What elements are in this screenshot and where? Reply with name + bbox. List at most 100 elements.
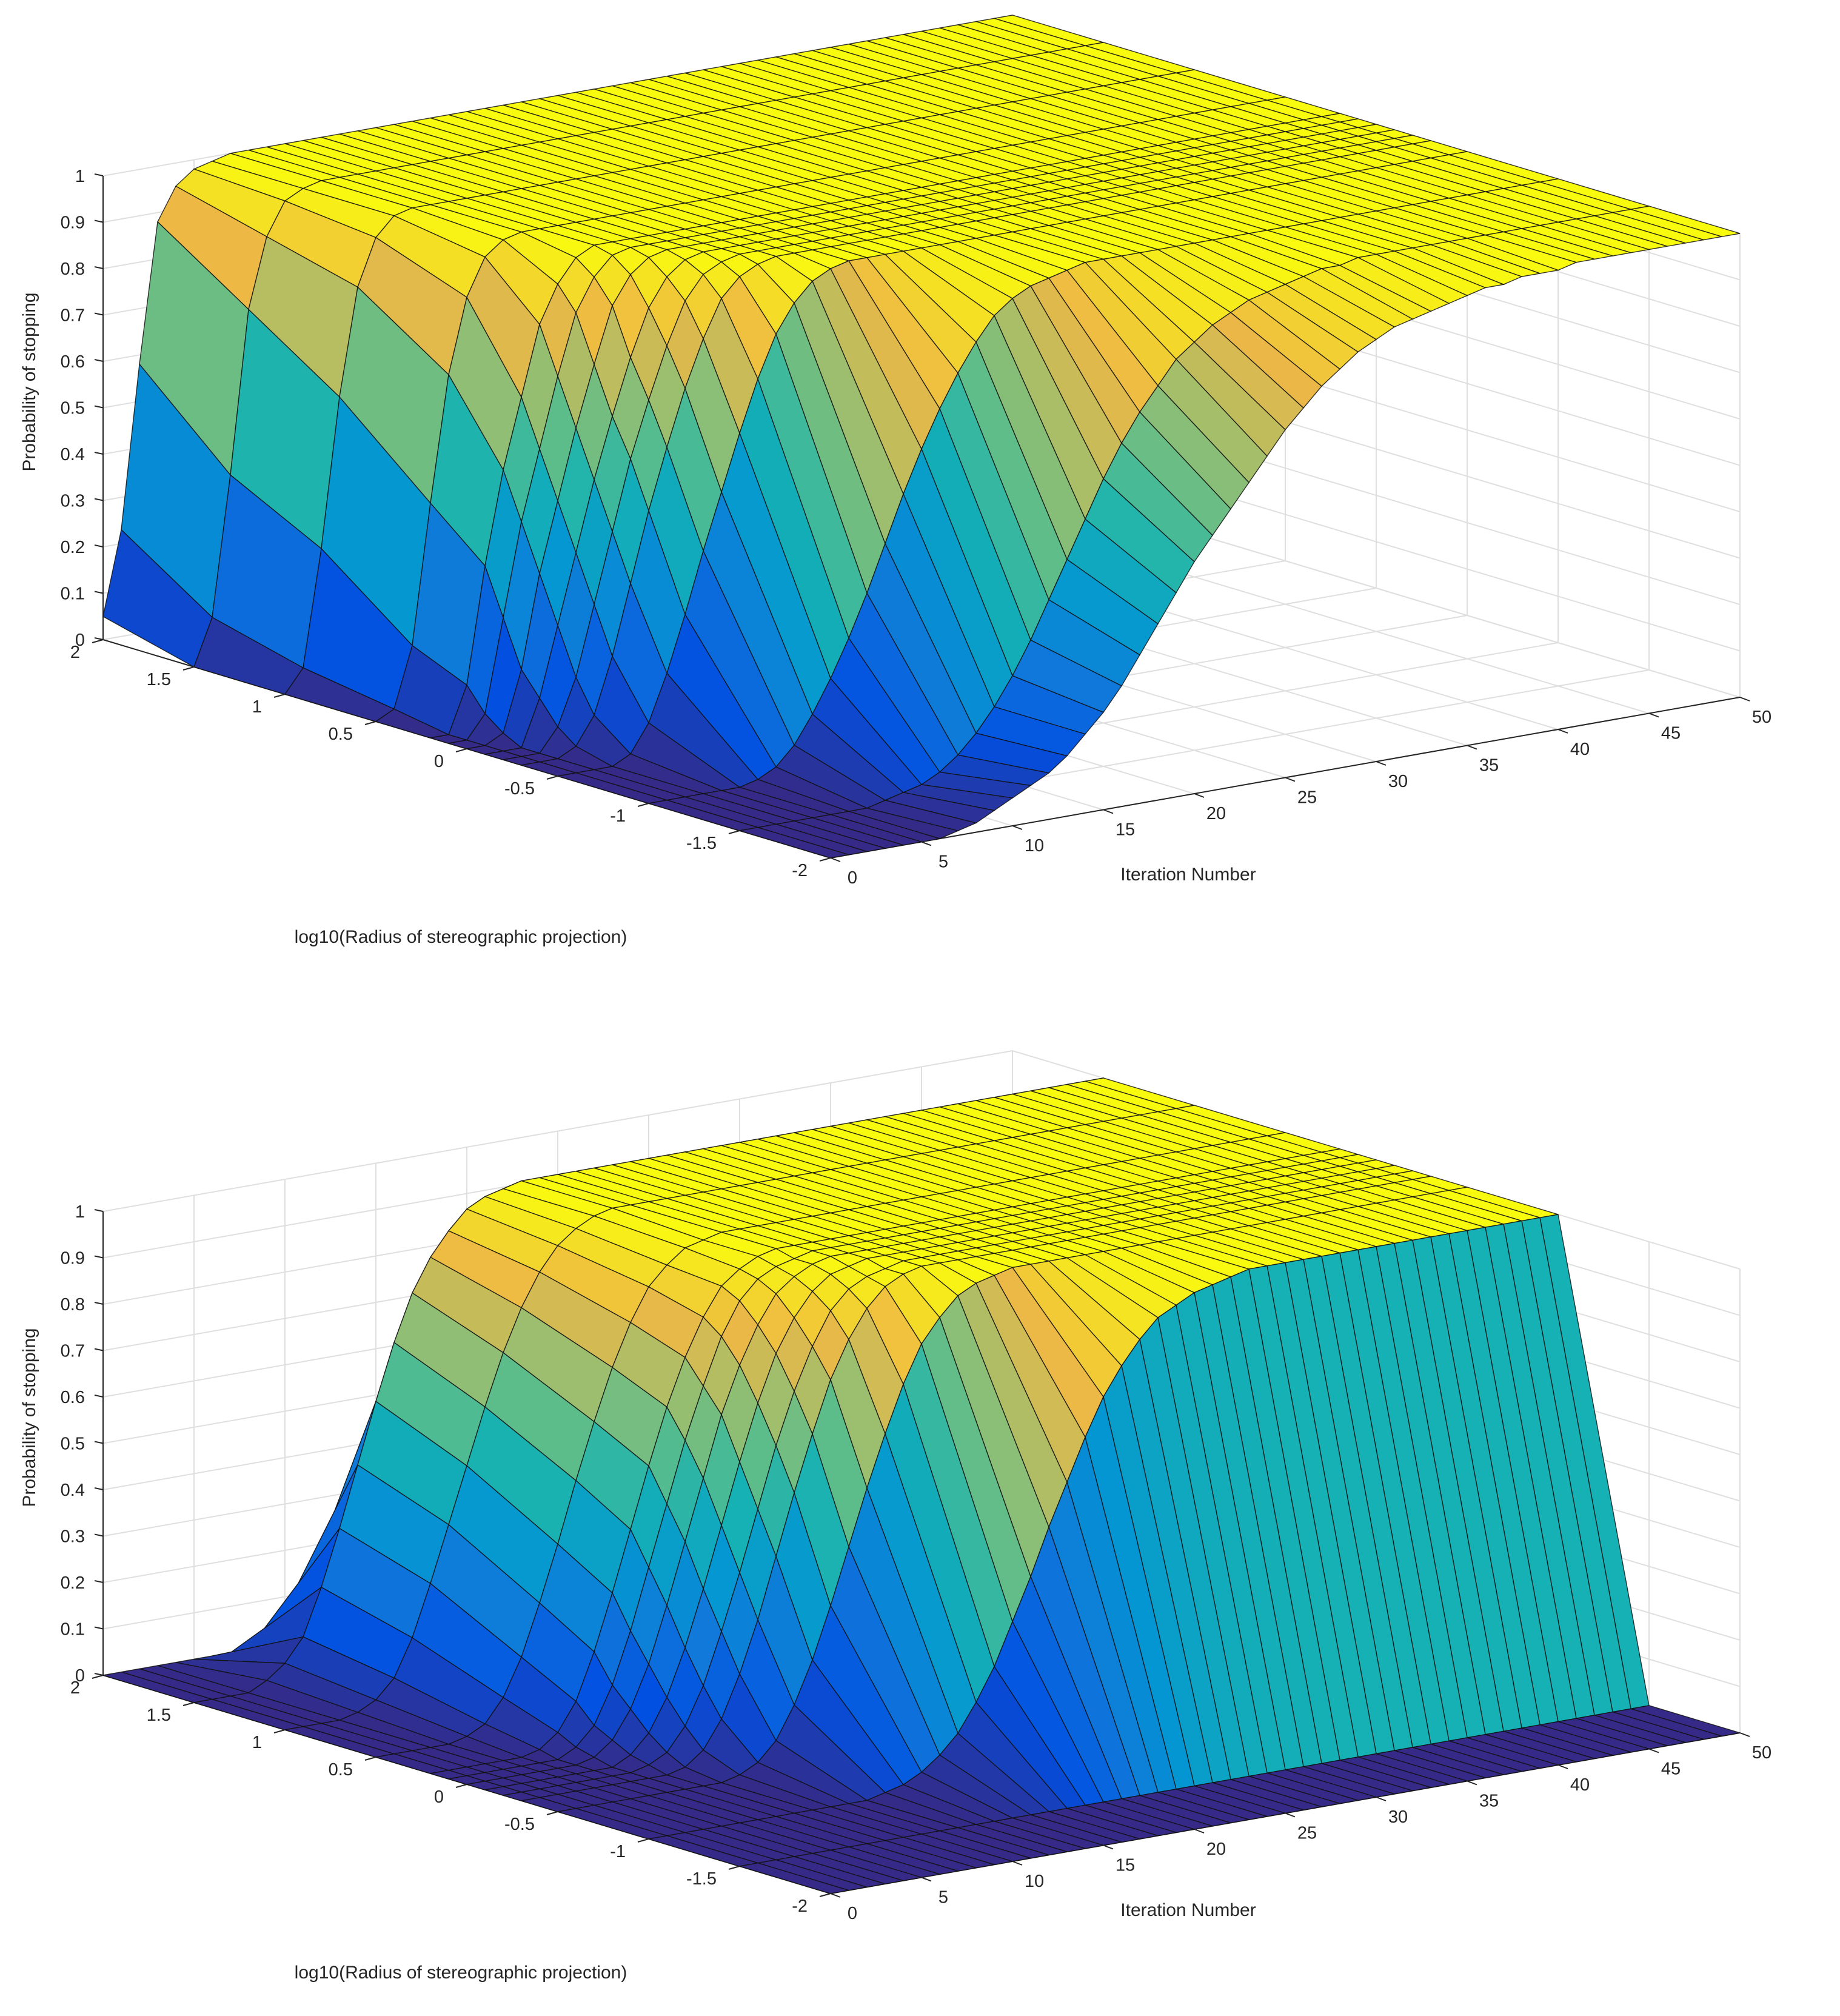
z-tick-label: 0.4 (61, 445, 85, 464)
x-tick-label: 45 (1661, 724, 1681, 743)
tick-mark (1376, 1797, 1387, 1801)
y-tick-label: 2 (70, 643, 80, 662)
tick-mark (94, 1255, 104, 1259)
tick-mark (1285, 1812, 1296, 1818)
x-tick-label: 40 (1570, 1775, 1590, 1795)
y-tick-label: 0.5 (329, 1760, 353, 1780)
tick-mark (1285, 777, 1296, 782)
tick-mark (94, 359, 104, 362)
y-tick-label: -0.5 (504, 779, 535, 799)
z-tick-label: 0.7 (61, 306, 85, 326)
tick-mark (728, 830, 740, 834)
x-tick-label: 50 (1752, 708, 1771, 727)
z-tick-label: 1 (75, 1202, 85, 1222)
tick-mark (273, 1729, 286, 1733)
z-tick-label: 0.5 (61, 1435, 85, 1454)
y-tick-label: 0.5 (329, 725, 353, 744)
y-axis-label: log10(Radius of stereographic projection… (295, 927, 627, 947)
tick-mark (94, 1209, 104, 1212)
x-tick-label: 25 (1297, 788, 1317, 808)
y-tick-label: 1 (252, 1733, 262, 1752)
y-tick-label: 0 (434, 752, 444, 771)
y-tick-label: -1.5 (686, 1869, 717, 1889)
y-tick-label: 2 (70, 1678, 80, 1698)
x-tick-label: 15 (1116, 1856, 1135, 1875)
tick-mark (94, 266, 104, 269)
z-tick-label: 0.7 (61, 1342, 85, 1361)
surface-plot-bottom: 0 0.1 0.2 0.3 0.4 0.5 0.6 0.7 0.8 0.9 1 2 1.5 1 0.5 0 -0… (19, 1050, 1771, 1983)
y-tick-label: -1 (610, 1842, 626, 1861)
y-tick-label: -0.5 (504, 1815, 535, 1834)
x-tick-label: 40 (1570, 740, 1590, 759)
x-tick-label: 20 (1206, 1840, 1226, 1859)
tick-mark (1103, 1844, 1114, 1850)
x-tick-label: 50 (1752, 1743, 1771, 1763)
tick-mark (546, 1811, 558, 1815)
tick-mark (1557, 729, 1568, 734)
tick-mark (94, 1441, 104, 1444)
z-tick-label: 0.6 (61, 352, 85, 372)
tick-mark (1194, 1829, 1205, 1833)
z-tick-label: 0.3 (61, 1527, 85, 1547)
tick-mark (94, 637, 104, 640)
x-tick-label: 5 (938, 852, 948, 872)
tick-mark (1467, 745, 1477, 750)
z-tick-label: 0.4 (61, 1481, 85, 1500)
x-tick-label: 35 (1479, 1792, 1499, 1811)
tick-mark (1194, 793, 1205, 798)
tick-mark (92, 639, 104, 643)
z-tick-label: 0.3 (61, 492, 85, 511)
surface-face (739, 1862, 849, 1894)
tick-mark (94, 452, 104, 455)
surface-mesh (102, 1077, 1741, 1894)
z-tick-label: 1 (75, 167, 85, 186)
x-tick-label: 35 (1479, 756, 1499, 775)
tick-mark (1012, 825, 1023, 830)
x-tick-label: 0 (848, 868, 857, 888)
tick-mark (94, 173, 104, 176)
tick-mark (94, 219, 104, 223)
z-axis-label: Probability of stopping (19, 1328, 39, 1507)
tick-mark (728, 1866, 740, 1870)
tick-mark (94, 1673, 104, 1676)
tick-mark (94, 1487, 104, 1490)
tick-mark (94, 312, 104, 316)
z-tick-label: 0.9 (61, 1249, 85, 1268)
tick-mark (921, 841, 932, 846)
x-axis-label: Iteration Number (1120, 865, 1256, 885)
y-axis-label: log10(Radius of stereographic projection… (295, 1963, 627, 1983)
tick-mark (455, 748, 467, 752)
surface-face (739, 826, 849, 859)
z-tick-label: 0.8 (61, 1295, 85, 1314)
z-tick-label: 0.5 (61, 399, 85, 418)
x-axis-label: Iteration Number (1120, 1900, 1256, 1920)
tick-mark (819, 1893, 831, 1897)
tick-mark (94, 1348, 104, 1351)
surface-plot-top: 0 0.1 0.2 0.3 0.4 0.5 0.6 0.7 0.8 0.9 1 2 1.5 1 0.5 0 -0… (19, 14, 1771, 947)
tick-mark (364, 1756, 376, 1761)
tick-mark (1557, 1764, 1568, 1769)
tick-mark (182, 1702, 195, 1706)
tick-mark (94, 1533, 104, 1537)
tick-mark (921, 1877, 932, 1882)
tick-mark (819, 857, 831, 862)
x-tick-label: 45 (1661, 1760, 1681, 1779)
x-tick-label: 25 (1297, 1824, 1317, 1843)
x-tick-label: 30 (1388, 772, 1408, 791)
tick-mark (637, 1838, 649, 1843)
tick-mark (830, 857, 841, 862)
z-tick-label: 0.1 (61, 1620, 85, 1639)
y-tick-label: 0 (434, 1787, 444, 1807)
tick-mark (94, 405, 104, 409)
x-tick-label: 10 (1025, 836, 1044, 856)
tick-mark (94, 1626, 104, 1630)
tick-mark (1467, 1780, 1477, 1786)
z-tick-label: 0.6 (61, 1388, 85, 1407)
surface-mesh (102, 15, 1741, 859)
tick-mark (637, 803, 649, 807)
tick-mark (1739, 697, 1750, 702)
tick-mark (94, 1580, 104, 1583)
y-tick-label: 1 (252, 697, 262, 717)
x-tick-label: 5 (938, 1888, 948, 1907)
